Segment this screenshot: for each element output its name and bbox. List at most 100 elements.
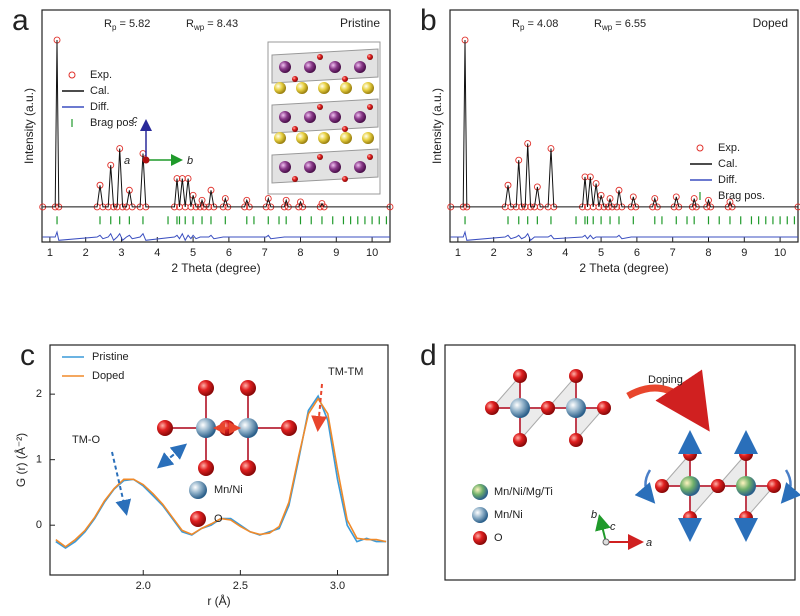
atom bbox=[541, 401, 555, 415]
arrow-label: Doping bbox=[648, 374, 683, 386]
x-tick-label: 6 bbox=[634, 247, 640, 259]
x-tick-label: 5 bbox=[598, 247, 604, 259]
atom bbox=[304, 111, 316, 123]
atom bbox=[362, 82, 374, 94]
x-tick-label: 4 bbox=[154, 247, 160, 259]
x-tick-label: 10 bbox=[366, 247, 378, 259]
legend-label: Diff. bbox=[90, 101, 109, 113]
axis-label: a bbox=[124, 155, 130, 167]
x-tick-label: 7 bbox=[670, 247, 676, 259]
panel-d-frame bbox=[444, 344, 796, 581]
bond bbox=[595, 514, 611, 543]
panel-label: b bbox=[420, 4, 437, 37]
atom bbox=[296, 132, 308, 144]
atom bbox=[362, 132, 374, 144]
x-tick-label: 4 bbox=[562, 247, 568, 259]
atom bbox=[318, 82, 330, 94]
bond bbox=[159, 443, 188, 467]
fit-statistic: Rp = 4.08 bbox=[512, 18, 558, 32]
rotation-arrow bbox=[780, 469, 800, 504]
data-point bbox=[672, 193, 680, 201]
x-tick-label: 2.0 bbox=[136, 580, 151, 592]
x-tick-label: 7 bbox=[262, 247, 268, 259]
atom bbox=[342, 76, 348, 82]
data-point bbox=[606, 195, 614, 203]
panel-label: c bbox=[20, 339, 35, 372]
x-tick-label: 2 bbox=[491, 247, 497, 259]
x-tick-label: 3 bbox=[526, 247, 532, 259]
atom bbox=[279, 61, 291, 73]
atom bbox=[597, 401, 611, 415]
atom bbox=[296, 82, 308, 94]
atom bbox=[767, 479, 781, 493]
x-tick-label: 1 bbox=[455, 247, 461, 259]
atom bbox=[240, 460, 256, 476]
atom bbox=[655, 479, 669, 493]
atom bbox=[292, 126, 298, 132]
atom bbox=[329, 161, 341, 173]
atom bbox=[472, 484, 488, 500]
key-label: Mn/Ni bbox=[214, 484, 243, 496]
data-point bbox=[651, 195, 659, 203]
x-tick-label: 5 bbox=[190, 247, 196, 259]
x-tick-label: 3 bbox=[118, 247, 124, 259]
atom bbox=[198, 380, 214, 396]
subscript: wp bbox=[193, 23, 205, 32]
x-tick-label: 9 bbox=[741, 247, 747, 259]
x-tick-label: 1 bbox=[47, 247, 53, 259]
atom bbox=[342, 126, 348, 132]
atom bbox=[736, 476, 756, 496]
atom bbox=[196, 418, 216, 438]
symbol: R bbox=[186, 18, 194, 30]
data-point bbox=[221, 195, 229, 203]
atom bbox=[367, 54, 373, 60]
y-axis-title: Intensity (a.u.) bbox=[430, 88, 444, 164]
atom bbox=[569, 369, 583, 383]
atom bbox=[304, 61, 316, 73]
legend-label: Brag pos. bbox=[90, 117, 137, 129]
atom bbox=[198, 460, 214, 476]
atom bbox=[190, 511, 206, 527]
atom bbox=[317, 104, 323, 110]
key-label: Mn/Ni bbox=[494, 509, 523, 521]
panel-label: a bbox=[12, 4, 29, 37]
x-tick-label: 9 bbox=[333, 247, 339, 259]
series-line bbox=[42, 39, 390, 208]
value-text: = 8.43 bbox=[204, 18, 238, 30]
atom bbox=[340, 132, 352, 144]
atom bbox=[342, 176, 348, 182]
symbol: R bbox=[594, 18, 602, 30]
atom bbox=[367, 104, 373, 110]
y-axis-title: Intensity (a.u.) bbox=[22, 88, 36, 164]
atom bbox=[367, 154, 373, 160]
atom bbox=[566, 398, 586, 418]
atom bbox=[473, 531, 487, 545]
sample-label: Doped bbox=[753, 16, 788, 30]
key-label: O bbox=[214, 513, 223, 525]
legend-label: Cal. bbox=[718, 158, 738, 170]
value-text: = 5.82 bbox=[116, 18, 150, 30]
atom bbox=[317, 54, 323, 60]
y-axis-title: G (r) (Å⁻²) bbox=[13, 433, 28, 487]
doping-arrow bbox=[626, 369, 710, 432]
data-point bbox=[282, 196, 290, 204]
y-tick-label: 1 bbox=[36, 454, 42, 466]
legend-label: Diff. bbox=[718, 174, 737, 186]
data-point bbox=[690, 195, 698, 203]
atom bbox=[354, 161, 366, 173]
data-point bbox=[597, 191, 605, 199]
series-line bbox=[55, 397, 387, 548]
y-tick-label: 2 bbox=[36, 388, 42, 400]
rotation-arrow bbox=[634, 469, 656, 504]
atom bbox=[354, 61, 366, 73]
key-label: Mn/Ni/Mg/Ti bbox=[494, 486, 553, 498]
axis-label: b bbox=[591, 509, 597, 521]
legend-symbol bbox=[68, 71, 76, 79]
octahedral-slab bbox=[271, 48, 379, 84]
atom bbox=[569, 433, 583, 447]
atom bbox=[281, 420, 297, 436]
plot-frame bbox=[449, 9, 799, 243]
axis-label: c bbox=[610, 521, 616, 533]
